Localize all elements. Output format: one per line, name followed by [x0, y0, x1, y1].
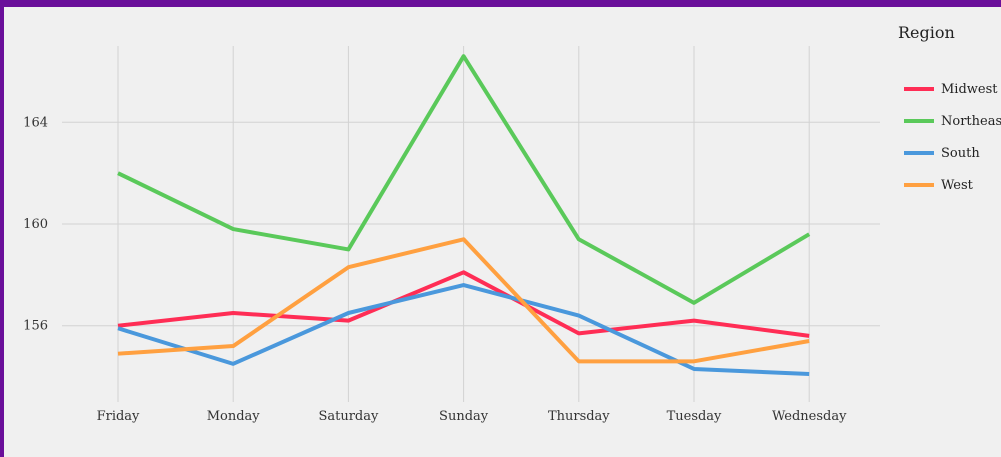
legend-label-west: West [941, 178, 974, 193]
x-tick-label: Saturday [318, 409, 379, 424]
legend: Region Midwest Northeast South West [898, 23, 1001, 193]
x-tick-label: Friday [97, 409, 140, 424]
series-line-midwest [117, 270, 810, 338]
series-line-northeast [117, 54, 811, 305]
x-tick-label: Wednesday [772, 409, 847, 424]
chart-panel: 156 160 164 Friday Monday Saturday Sunday Thur… [4, 7, 1001, 457]
legend-label-northeast: Northeast [941, 114, 1001, 129]
x-axis: Friday Monday Saturday Sunday Thursday Tuesda… [97, 409, 847, 424]
x-tick-label: Thursday [548, 409, 610, 424]
x-tick-label: Sunday [439, 409, 489, 424]
series-line-south [117, 283, 810, 377]
y-tick-label: 156 [23, 319, 48, 334]
legend-label-midwest: Midwest [941, 82, 998, 97]
x-tick-label: Tuesday [667, 409, 722, 424]
legend-title: Region [898, 23, 955, 42]
legend-label-south: South [941, 146, 980, 161]
y-axis: 156 160 164 [23, 115, 48, 333]
series-lines [117, 54, 811, 377]
y-tick-label: 160 [23, 217, 48, 232]
series-line-west [117, 237, 810, 364]
line-chart: 156 160 164 Friday Monday Saturday Sunday Thur… [23, 23, 1001, 424]
y-tick-label: 164 [23, 115, 48, 130]
x-tick-label: Monday [207, 409, 261, 424]
grid [62, 46, 880, 402]
